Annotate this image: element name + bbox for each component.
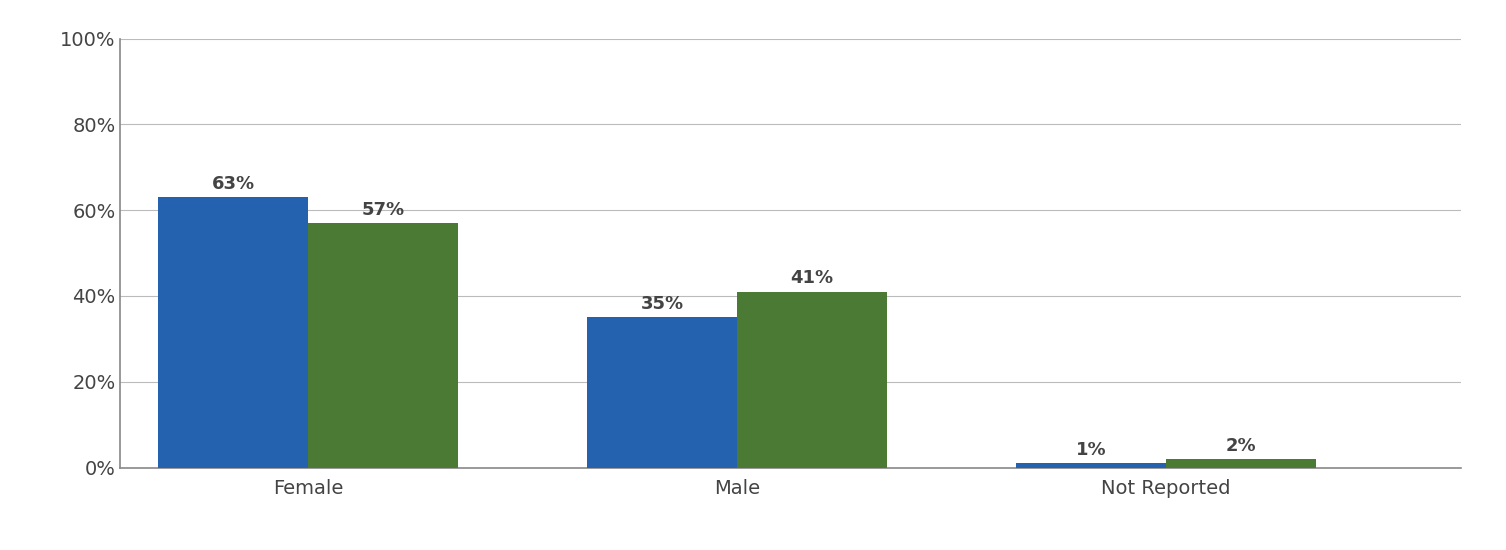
Bar — [1017, 463, 1166, 467]
Bar — [1166, 459, 1316, 468]
Text: 63%: 63% — [211, 175, 255, 193]
Text: 1%: 1% — [1075, 441, 1107, 459]
Bar — [309, 223, 458, 468]
Text: 57%: 57% — [361, 201, 405, 219]
Bar — [736, 292, 887, 468]
Bar — [587, 317, 736, 468]
Text: 41%: 41% — [791, 270, 834, 287]
Text: 2%: 2% — [1226, 437, 1256, 455]
Text: 35%: 35% — [640, 295, 684, 313]
Bar — [158, 197, 309, 468]
